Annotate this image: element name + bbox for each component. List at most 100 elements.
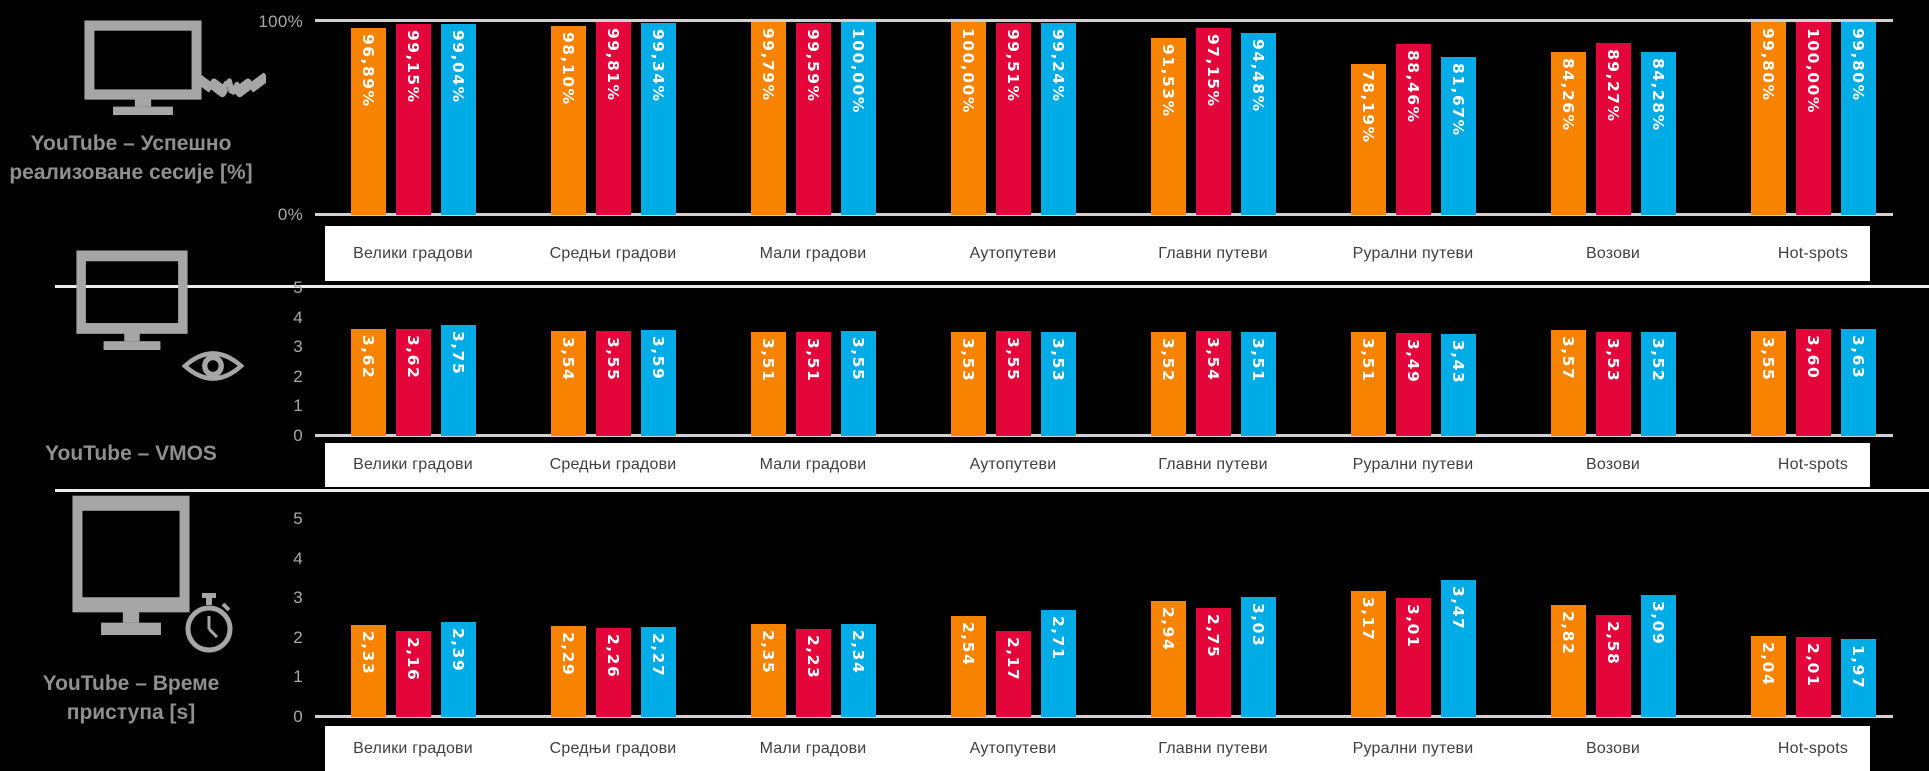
bar-orange-series: 3,55 <box>1750 330 1786 436</box>
bar-value-text: 3,53 <box>1049 337 1067 382</box>
bar-value-label: 99,51% <box>996 29 1031 103</box>
category-label: Главни путеви <box>1158 456 1268 473</box>
category-label: Возови <box>1585 456 1641 473</box>
category-label: Hot-spots <box>1777 244 1849 262</box>
bar-value-text: 3,55 <box>604 336 622 382</box>
bar-value-text: 2,94 <box>1159 606 1177 651</box>
bar-orange-series: 3,57 <box>1550 330 1586 436</box>
bar-value-label: 78,19% <box>1351 70 1386 144</box>
bar-value-text: 97,15% <box>1204 33 1222 108</box>
bar-blue-series: 84,28% <box>1640 52 1676 215</box>
bar-value-label: 3,17 <box>1351 597 1386 641</box>
bar-value-label: 2,94 <box>1151 607 1186 651</box>
chart-title: YouTube – Време приступа [s] <box>2 669 260 727</box>
bar-value-label: 94,48% <box>1241 39 1276 113</box>
bar-blue-series: 2,34 <box>840 624 876 717</box>
bar-value-text: 3,51 <box>804 338 822 383</box>
bar-value-label: 98,10% <box>551 32 586 106</box>
bar-value-label: 2,54 <box>951 622 986 666</box>
bar-value-text: 3,63 <box>1849 334 1867 379</box>
y-axis-tick-label: 2 <box>293 366 303 386</box>
bar-red-series: 3,01 <box>1395 597 1431 717</box>
monitor-icon <box>72 495 190 635</box>
bar-value-text: 2,35 <box>759 629 777 675</box>
bar-value-text: 81,67% <box>1449 63 1467 137</box>
bar-value-label: 3,51 <box>1351 338 1386 382</box>
category-label: Аутопутеви <box>969 739 1057 757</box>
bar-red-series: 3,62 <box>395 328 431 436</box>
bar-value-label: 3,55 <box>596 337 631 381</box>
category-label: Главни путеви <box>1158 739 1268 757</box>
y-axis-tick-label: 0 <box>293 426 303 445</box>
x-axis-line <box>315 715 1893 718</box>
bar-value-text: 3,55 <box>1759 336 1777 382</box>
y-axis-tick-label: 1 <box>293 667 303 687</box>
bar-value-label: 2,04 <box>1751 642 1786 686</box>
bar-value-label: 3,51 <box>1241 338 1276 382</box>
bar-value-text: 3,53 <box>959 337 977 382</box>
bar-blue-series: 3,53 <box>1040 331 1076 436</box>
bar-value-text: 2,82 <box>1559 611 1577 656</box>
bar-value-label: 3,43 <box>1441 340 1476 384</box>
bar-value-label: 2,16 <box>396 637 431 681</box>
bar-value-label: 2,71 <box>1041 616 1076 660</box>
bar-red-series: 2,01 <box>1795 637 1831 717</box>
bar-value-text: 2,01 <box>1804 643 1822 688</box>
bar-value-text: 88,46% <box>1404 50 1422 124</box>
chart-title-line: реализоване сесије [%] <box>9 161 253 185</box>
bar-value-label: 3,54 <box>1196 337 1231 381</box>
bar-value-label: 3,55 <box>1751 337 1786 381</box>
bar-value-text: 84,26% <box>1559 58 1577 132</box>
bar-value-label: 81,67% <box>1441 63 1476 137</box>
bar-value-label: 1,97 <box>1841 645 1876 689</box>
bar-red-series: 3,55 <box>995 330 1031 436</box>
y-axis-tick-label: 2 <box>293 627 303 647</box>
y-axis-tick-label: 1 <box>293 396 303 416</box>
bar-red-series: 2,16 <box>395 631 431 717</box>
bar-value-label: 2,01 <box>1796 643 1831 687</box>
bar-value-text: 2,33 <box>359 630 377 675</box>
bar-value-label: 2,82 <box>1551 611 1586 655</box>
bar-value-label: 3,01 <box>1396 604 1431 648</box>
chart-title-line: приступа [s] <box>66 701 196 725</box>
bar-red-series: 99,15% <box>395 23 431 215</box>
row-divider <box>55 489 1929 492</box>
bar-value-label: 2,17 <box>996 637 1031 681</box>
bar-value-label: 3,03 <box>1241 603 1276 647</box>
bar-value-text: 78,19% <box>1359 70 1377 144</box>
bar-value-label: 3,51 <box>751 338 786 382</box>
bar-blue-series: 3,59 <box>640 329 676 436</box>
y-axis-tick-label: 4 <box>293 307 303 327</box>
bar-orange-series: 3,52 <box>1150 331 1186 436</box>
chart-title: YouTube – Успешно реализоване сесије [%] <box>2 129 260 187</box>
bar-value-text: 99,79% <box>759 28 777 102</box>
bar-value-text: 99,24% <box>1049 29 1067 104</box>
chart-title-line: YouTube – Успешно <box>30 132 232 156</box>
bar-value-text: 99,80% <box>1849 28 1867 102</box>
y-axis-tick-label: 5 <box>293 278 303 297</box>
category-label: Главни путеви <box>1158 244 1268 262</box>
bar-value-label: 3,53 <box>1596 338 1631 382</box>
bar-value-label: 3,51 <box>796 338 831 382</box>
bar-value-text: 2,58 <box>1604 620 1622 666</box>
bar-blue-series: 99,34% <box>640 23 676 215</box>
bar-value-text: 3,43 <box>1449 340 1467 385</box>
y-axis-tick-label: 5 <box>293 509 303 528</box>
bar-value-text: 94,48% <box>1249 38 1267 113</box>
bar-value-text: 3,03 <box>1249 603 1267 648</box>
x-axis-line <box>315 434 1893 437</box>
bar-value-label: 2,39 <box>441 628 476 672</box>
bar-value-text: 100,00% <box>849 28 867 114</box>
category-label: Аутопутеви <box>969 456 1057 473</box>
y-axis-tick-label: 0% <box>277 205 303 224</box>
bar-value-text: 2,54 <box>959 622 977 667</box>
bar-value-label: 89,27% <box>1596 49 1631 123</box>
bar-value-text: 99,59% <box>804 28 822 103</box>
bar-value-label: 2,75 <box>1196 614 1231 658</box>
monitor-icon <box>84 20 202 115</box>
bar-value-text: 3,75 <box>449 331 467 376</box>
bar-orange-series: 3,54 <box>550 331 586 436</box>
bar-value-text: 96,89% <box>359 34 377 108</box>
bar-value-text: 91,53% <box>1159 44 1177 118</box>
